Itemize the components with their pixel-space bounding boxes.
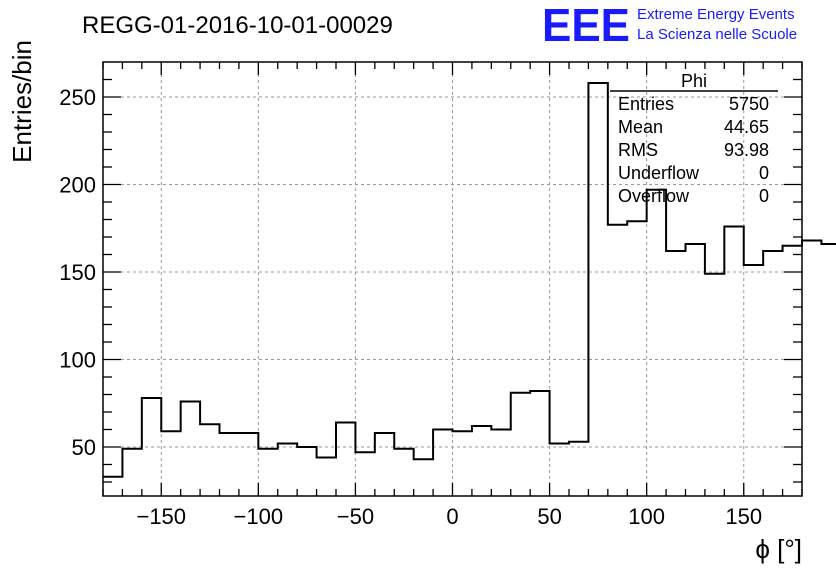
stats-value-mean: 44.65 <box>724 117 769 137</box>
histogram-bin-5 <box>200 424 219 496</box>
histogram-bin-31 <box>705 274 724 496</box>
histogram-bin-35 <box>783 246 802 496</box>
histogram-bin-17 <box>433 430 452 497</box>
y-tick-label: 200 <box>59 173 96 198</box>
histogram-bin-14 <box>375 433 394 496</box>
histogram-bin-21 <box>511 393 530 496</box>
histogram-bin-8 <box>258 449 277 496</box>
histogram-bin-29 <box>666 251 685 496</box>
histogram-bin-1 <box>122 449 141 496</box>
y-tick-label: 100 <box>59 348 96 373</box>
grid-lines <box>103 62 802 496</box>
histogram-bin-30 <box>686 244 705 496</box>
stats-rows: Entries 5750 Mean 44.65 RMS 93.98 Underflow 0 Ov… <box>618 94 769 206</box>
stats-box: Phi Entries 5750 Mean 44.65 RMS 93.98 Underflo… <box>610 71 778 206</box>
x-tick-labels: −150 −100 −50 0 50 100 150 <box>136 504 762 529</box>
stats-value-underflow: 0 <box>759 163 769 183</box>
histogram-bin-11 <box>317 458 336 497</box>
stats-label-underflow: Underflow <box>618 163 700 183</box>
histogram-bin-10 <box>297 447 316 496</box>
y-tick-label: 50 <box>72 435 96 460</box>
logo-line-1: Extreme Energy Events <box>637 6 795 23</box>
histogram-bin-13 <box>355 452 374 496</box>
x-tick-label: 100 <box>628 504 665 529</box>
x-tick-label: 0 <box>446 504 458 529</box>
histogram-bin-33 <box>744 265 763 496</box>
x-tick-label: 150 <box>725 504 762 529</box>
x-axis-label: ϕ [°] <box>755 534 802 564</box>
stats-value-overflow: 0 <box>759 186 769 206</box>
histogram-bin-9 <box>278 444 297 497</box>
x-tick-label: −150 <box>136 504 186 529</box>
histogram-bin-32 <box>724 227 743 497</box>
stats-label-mean: Mean <box>618 117 663 137</box>
histogram-bin-37 <box>821 244 836 496</box>
y-tick-labels: 50 100 150 200 250 <box>59 85 96 460</box>
y-axis-label: Entries/bin <box>7 40 37 163</box>
histogram-bin-24 <box>569 442 588 496</box>
stats-label-entries: Entries <box>618 94 674 114</box>
x-tick-label: −50 <box>337 504 374 529</box>
histogram-bin-2 <box>142 398 161 496</box>
histogram-bin-19 <box>472 426 491 496</box>
histogram-bin-15 <box>394 449 413 496</box>
histogram-bin-22 <box>530 391 549 496</box>
y-tick-label: 250 <box>59 85 96 110</box>
eee-logo: EEE <box>542 0 630 51</box>
stats-label-overflow: Overflow <box>618 186 690 206</box>
histogram-bin-36 <box>802 241 821 497</box>
histogram-bin-25 <box>588 83 607 496</box>
histogram-bin-23 <box>550 444 569 497</box>
histogram-bin-20 <box>491 430 510 497</box>
histogram-outline <box>103 82 836 478</box>
histogram-bin-18 <box>453 431 472 496</box>
x-tick-label: 50 <box>537 504 561 529</box>
histogram-bin-34 <box>763 251 782 496</box>
logo-line-2: La Scienza nelle Scuole <box>637 26 797 43</box>
stats-title: Phi <box>681 71 707 91</box>
histogram-bin-4 <box>181 402 200 497</box>
histogram-bin-12 <box>336 423 355 497</box>
stats-value-entries: 5750 <box>729 94 769 114</box>
histogram-bin-6 <box>220 433 239 496</box>
histogram-bars <box>103 82 836 497</box>
stats-value-rms: 93.98 <box>724 140 769 160</box>
run-title: REGG-01-2016-10-01-00029 <box>82 12 393 39</box>
stats-label-rms: RMS <box>618 140 658 160</box>
axis-ticks <box>102 62 803 496</box>
histogram-bin-7 <box>239 433 258 496</box>
histogram-bin-28 <box>647 190 666 496</box>
y-tick-label: 150 <box>59 260 96 285</box>
histogram-bin-27 <box>627 221 646 496</box>
histogram-bin-3 <box>161 431 180 496</box>
histogram-bin-16 <box>414 459 433 496</box>
histogram-bin-26 <box>608 225 627 496</box>
histogram-bin-0 <box>103 477 122 496</box>
x-tick-label: −100 <box>234 504 284 529</box>
